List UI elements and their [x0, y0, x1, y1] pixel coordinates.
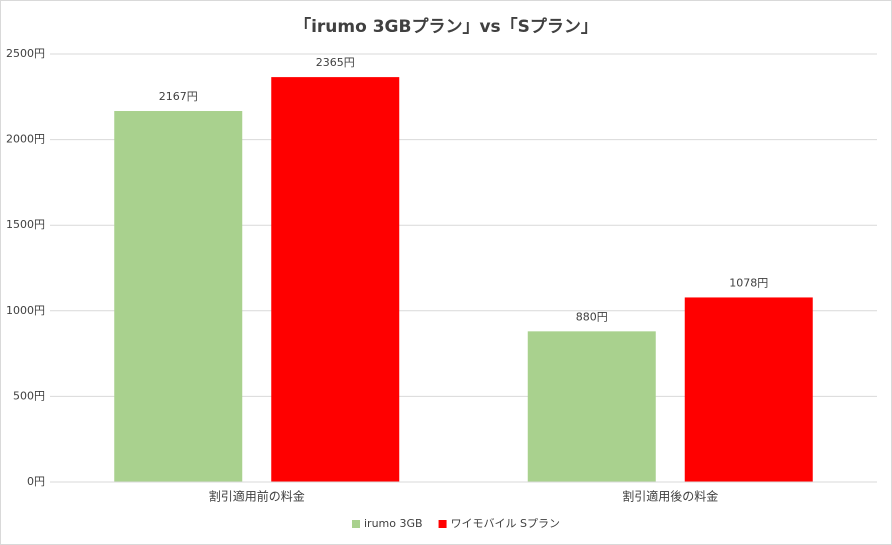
legend-swatch	[352, 520, 360, 528]
legend-label: irumo 3GB	[364, 517, 423, 530]
data-label: 1078円	[729, 276, 768, 289]
bar	[114, 111, 243, 483]
y-tick-label: 0円	[27, 475, 45, 488]
y-tick-label: 2000円	[6, 133, 45, 146]
y-tick-label: 2500円	[6, 47, 45, 60]
data-label: 2167円	[159, 90, 198, 103]
y-tick-label: 500円	[13, 389, 45, 402]
bar	[527, 331, 656, 482]
data-label: 2365円	[316, 56, 355, 69]
bar	[684, 297, 813, 482]
chart-title: 「irumo 3GBプラン」vs「Sプラン」	[294, 16, 598, 37]
x-tick-label: 割引適用前の料金	[209, 489, 305, 504]
legend-swatch	[438, 520, 447, 528]
y-tick-label: 1000円	[6, 304, 45, 317]
y-tick-label: 1500円	[6, 218, 45, 231]
legend-label: ワイモバイル Sプラン	[451, 517, 560, 530]
data-label: 880円	[576, 310, 608, 323]
bar	[271, 77, 400, 482]
x-tick-label: 割引適用後の料金	[622, 489, 718, 504]
